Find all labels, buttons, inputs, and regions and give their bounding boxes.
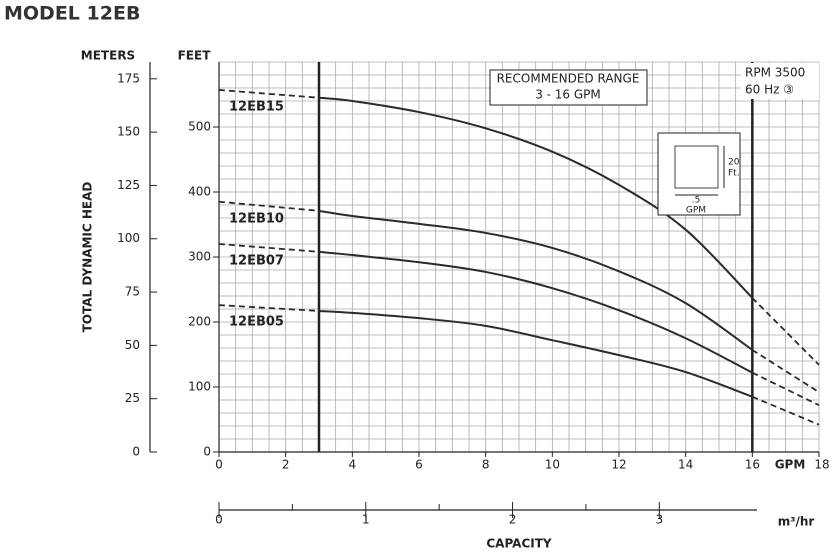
y-tick-label: 500 [188,120,211,134]
range-box [489,69,648,106]
x-tick-label: 16 [745,458,760,472]
x-tick-label: 8 [482,458,490,472]
scale-y-unit: Ft. [728,169,740,179]
y2-tick-label: 50 [125,338,140,352]
series-line [751,349,820,393]
series-line [751,395,820,426]
x-tick-label: 4 [349,458,357,472]
y2-tick-label: 75 [125,285,140,299]
x-axis-label: CAPACITY [486,537,552,551]
plot: 12EB15 12EB10 12EB07 12EB05 [218,62,820,452]
y2-tick-label: 25 [125,391,140,405]
y2-tick-label: 0 [132,445,140,459]
x-tick-label: 0 [215,458,223,472]
y-unit-label: FEET [178,49,212,63]
y2-tick-label: 125 [117,178,140,192]
x-unit-label: GPM [775,458,806,472]
x-tick-label: 18 [814,458,829,472]
scale-x-step: .5 [692,196,701,206]
scale-cell [674,145,719,189]
rpm: RPM 3500 [745,66,805,80]
series-line [318,250,753,374]
x2-unit-label: m³/hr [778,515,815,529]
series-label: 12EB05 [229,315,284,330]
scale-box [657,132,741,216]
y2-tick-label: 175 [117,71,140,85]
series-line [218,243,320,253]
series-line [218,200,320,212]
y-tick-label: 0 [203,445,211,459]
frequency: 60 Hz ③ [745,83,794,97]
x-tick-label: 2 [282,458,290,472]
series-label: 12EB10 [229,211,284,226]
range-title: RECOMMENDED RANGE [497,72,640,86]
y-tick-label: 100 [188,380,211,394]
x-tick-label: 14 [678,458,693,472]
series-line [318,309,753,398]
range-label: 3 - 16 GPM [535,88,601,102]
series-line [318,96,754,299]
scale-x-unit: GPM [686,206,706,216]
y-axis-label: TOTAL DYNAMIC HEAD [81,182,95,333]
rpm-box [741,63,819,99]
scale-y-step: 20 [728,158,740,168]
series-line [318,209,753,351]
y-tick-label: 200 [188,315,211,329]
series-label: 12EB15 [229,99,284,114]
series-line [218,89,320,99]
y-tick-label: 300 [188,250,211,264]
y2-tick-label: 150 [117,125,140,139]
y-tick-label: 400 [188,185,211,199]
x-tick-label: 6 [415,458,423,472]
x-tick-label: 10 [545,458,560,472]
y2-unit-label: METERS [81,49,135,63]
series-line [751,371,820,407]
series-label: 12EB07 [229,254,284,269]
overlays: RECOMMENDED RANGE 3 - 16 GPM RPM 3500 60… [489,63,819,216]
x2-tick-label: 3 [655,513,663,527]
y2-tick-label: 100 [117,231,140,245]
x2-tick-label: 1 [362,513,370,527]
x2-tick-label: 0 [215,513,223,527]
page-title: MODEL 12EB [4,3,140,25]
series-line [218,304,320,312]
x-tick-label: 12 [611,458,626,472]
x2-tick-label: 2 [509,513,517,527]
